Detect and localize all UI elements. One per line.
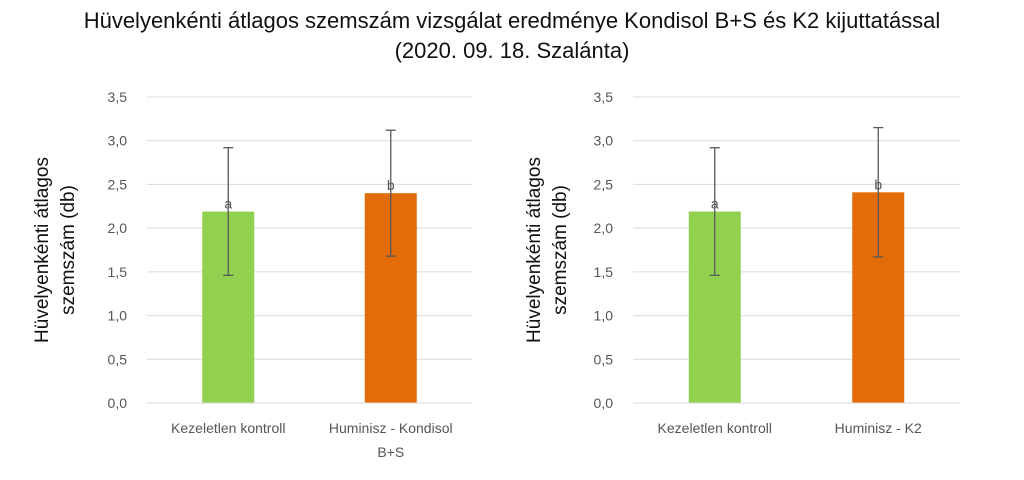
- y-tick-label: 0,0: [594, 395, 614, 411]
- y-tick-label: 0,5: [594, 351, 614, 367]
- y-tick-label: 2,5: [108, 176, 128, 192]
- chart-title: Hüvelyenkénti átlagos szemszám vizsgálat…: [83, 8, 941, 33]
- y-tick-label: 1,0: [594, 308, 614, 324]
- y-axis-label-line2: szemszám (db): [58, 185, 79, 315]
- y-axis-label: Hüvelyenkénti átlagos szemszám (db): [524, 157, 571, 343]
- x-category-label: Huminisz - Kondisol: [329, 420, 453, 436]
- y-tick-label: 0,0: [108, 395, 128, 411]
- y-tick-label: 3,0: [108, 133, 128, 149]
- significance-label: a: [224, 196, 232, 212]
- significance-label: a: [711, 196, 719, 212]
- y-tick-label: 3,0: [594, 133, 614, 149]
- x-category-label: Kezeletlen kontroll: [658, 420, 772, 436]
- y-tick-label: 2,0: [594, 220, 614, 236]
- y-tick-label: 3,5: [594, 89, 614, 105]
- y-axis-label: Hüvelyenkénti átlagos szemszám (db): [32, 157, 79, 343]
- y-tick-label: 1,5: [108, 264, 128, 280]
- y-tick-label: 3,5: [108, 89, 128, 105]
- significance-label: b: [387, 177, 395, 193]
- y-tick-label: 2,5: [594, 176, 614, 192]
- y-tick-label: 2,0: [108, 220, 128, 236]
- x-category-label: Huminisz - K2: [835, 420, 922, 436]
- y-tick-label: 1,0: [108, 308, 128, 324]
- y-tick-label: 1,5: [594, 264, 614, 280]
- significance-label: b: [874, 176, 882, 192]
- y-axis-label-line1: Hüvelyenkénti átlagos: [524, 157, 545, 343]
- x-category-label: B+S: [377, 444, 404, 460]
- x-category-label: Kezeletlen kontroll: [171, 420, 285, 436]
- y-axis-label-line2: szemszám (db): [550, 185, 571, 315]
- y-tick-label: 0,5: [108, 351, 128, 367]
- chart-subtitle: (2020. 09. 18. Szalánta): [394, 38, 630, 63]
- y-axis-label-line1: Hüvelyenkénti átlagos: [32, 157, 53, 343]
